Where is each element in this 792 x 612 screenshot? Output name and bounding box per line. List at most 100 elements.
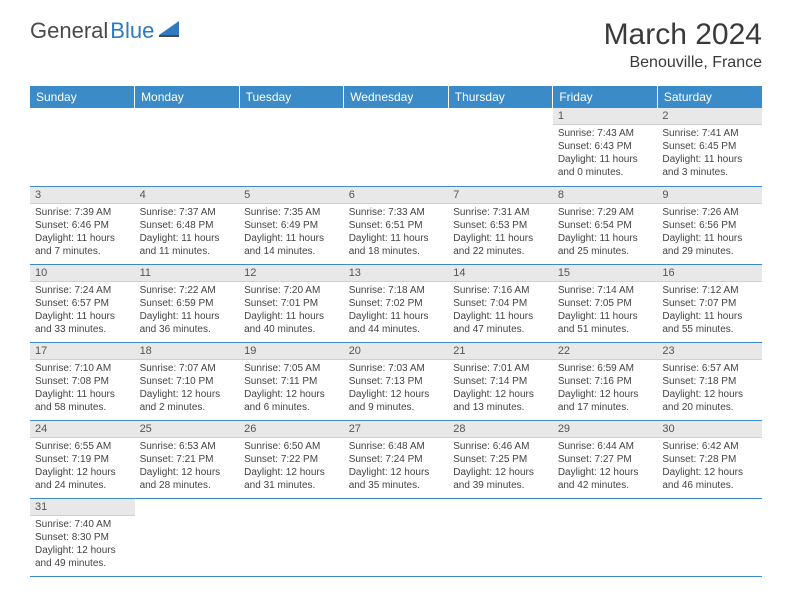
calendar-day-cell: 13Sunrise: 7:18 AMSunset: 7:02 PMDayligh… [344,264,449,342]
day-number: 13 [344,265,449,282]
daylight-text: and 40 minutes. [244,323,339,336]
sunrise-text: Sunrise: 7:01 AM [453,362,548,375]
daylight-text: Daylight: 11 hours [35,310,130,323]
sunset-text: Sunset: 7:14 PM [453,375,548,388]
daylight-text: Daylight: 11 hours [662,310,757,323]
calendar-day-cell [135,498,240,576]
day-details: Sunrise: 6:50 AMSunset: 7:22 PMDaylight:… [239,438,344,495]
calendar-day-cell: 19Sunrise: 7:05 AMSunset: 7:11 PMDayligh… [239,342,344,420]
day-number: 20 [344,343,449,360]
sunset-text: Sunset: 7:25 PM [453,453,548,466]
daylight-text: and 55 minutes. [662,323,757,336]
sunrise-text: Sunrise: 6:59 AM [558,362,653,375]
calendar-day-cell: 23Sunrise: 6:57 AMSunset: 7:18 PMDayligh… [657,342,762,420]
day-number: 18 [135,343,240,360]
sunrise-text: Sunrise: 7:22 AM [140,284,235,297]
daylight-text: Daylight: 12 hours [453,388,548,401]
day-details: Sunrise: 7:22 AMSunset: 6:59 PMDaylight:… [135,282,240,339]
calendar-day-cell [344,108,449,186]
day-details: Sunrise: 7:26 AMSunset: 6:56 PMDaylight:… [657,204,762,261]
sunrise-text: Sunrise: 7:29 AM [558,206,653,219]
sunrise-text: Sunrise: 6:50 AM [244,440,339,453]
calendar-day-cell: 16Sunrise: 7:12 AMSunset: 7:07 PMDayligh… [657,264,762,342]
sunrise-text: Sunrise: 7:03 AM [349,362,444,375]
sunset-text: Sunset: 7:08 PM [35,375,130,388]
daylight-text: and 17 minutes. [558,401,653,414]
calendar-day-cell: 1Sunrise: 7:43 AMSunset: 6:43 PMDaylight… [553,108,658,186]
sunrise-text: Sunrise: 6:48 AM [349,440,444,453]
daylight-text: and 31 minutes. [244,479,339,492]
calendar-day-cell [448,498,553,576]
calendar-day-cell: 5Sunrise: 7:35 AMSunset: 6:49 PMDaylight… [239,186,344,264]
calendar-day-cell: 9Sunrise: 7:26 AMSunset: 6:56 PMDaylight… [657,186,762,264]
day-number: 9 [657,187,762,204]
sunset-text: Sunset: 7:02 PM [349,297,444,310]
daylight-text: and 14 minutes. [244,245,339,258]
day-number: 25 [135,421,240,438]
calendar-week-row: 24Sunrise: 6:55 AMSunset: 7:19 PMDayligh… [30,420,762,498]
daylight-text: and 44 minutes. [349,323,444,336]
sunset-text: Sunset: 7:16 PM [558,375,653,388]
sunset-text: Sunset: 7:27 PM [558,453,653,466]
calendar-day-cell: 8Sunrise: 7:29 AMSunset: 6:54 PMDaylight… [553,186,658,264]
daylight-text: Daylight: 11 hours [349,310,444,323]
sunset-text: Sunset: 7:21 PM [140,453,235,466]
day-details: Sunrise: 7:14 AMSunset: 7:05 PMDaylight:… [553,282,658,339]
daylight-text: and 39 minutes. [453,479,548,492]
weekday-header: Thursday [448,86,553,108]
day-details: Sunrise: 7:33 AMSunset: 6:51 PMDaylight:… [344,204,449,261]
calendar-day-cell: 28Sunrise: 6:46 AMSunset: 7:25 PMDayligh… [448,420,553,498]
daylight-text: Daylight: 11 hours [558,310,653,323]
sunset-text: Sunset: 6:53 PM [453,219,548,232]
calendar-day-cell: 29Sunrise: 6:44 AMSunset: 7:27 PMDayligh… [553,420,658,498]
daylight-text: Daylight: 11 hours [35,388,130,401]
day-details: Sunrise: 7:31 AMSunset: 6:53 PMDaylight:… [448,204,553,261]
sunrise-text: Sunrise: 6:46 AM [453,440,548,453]
sunset-text: Sunset: 7:22 PM [244,453,339,466]
sunrise-text: Sunrise: 7:35 AM [244,206,339,219]
sunrise-text: Sunrise: 7:41 AM [662,127,757,140]
sunrise-text: Sunrise: 7:40 AM [35,518,130,531]
logo-flag-icon [159,21,183,39]
sunrise-text: Sunrise: 7:16 AM [453,284,548,297]
daylight-text: Daylight: 11 hours [662,232,757,245]
sunrise-text: Sunrise: 7:31 AM [453,206,548,219]
sunrise-text: Sunrise: 7:14 AM [558,284,653,297]
calendar-day-cell: 18Sunrise: 7:07 AMSunset: 7:10 PMDayligh… [135,342,240,420]
sunset-text: Sunset: 6:48 PM [140,219,235,232]
calendar-day-cell [657,498,762,576]
daylight-text: Daylight: 11 hours [453,310,548,323]
calendar-day-cell [30,108,135,186]
sunrise-text: Sunrise: 6:44 AM [558,440,653,453]
day-number: 4 [135,187,240,204]
sunset-text: Sunset: 6:43 PM [558,140,653,153]
day-number: 7 [448,187,553,204]
daylight-text: Daylight: 11 hours [35,232,130,245]
weekday-header: Saturday [657,86,762,108]
daylight-text: and 28 minutes. [140,479,235,492]
daylight-text: and 42 minutes. [558,479,653,492]
daylight-text: Daylight: 12 hours [140,388,235,401]
weekday-header: Wednesday [344,86,449,108]
daylight-text: Daylight: 12 hours [349,466,444,479]
day-details: Sunrise: 6:46 AMSunset: 7:25 PMDaylight:… [448,438,553,495]
calendar-day-cell: 6Sunrise: 7:33 AMSunset: 6:51 PMDaylight… [344,186,449,264]
sunrise-text: Sunrise: 6:53 AM [140,440,235,453]
day-number: 17 [30,343,135,360]
weekday-header: Friday [553,86,658,108]
calendar-day-cell: 30Sunrise: 6:42 AMSunset: 7:28 PMDayligh… [657,420,762,498]
day-number: 21 [448,343,553,360]
day-number: 1 [553,108,658,125]
calendar-day-cell: 11Sunrise: 7:22 AMSunset: 6:59 PMDayligh… [135,264,240,342]
day-details: Sunrise: 6:55 AMSunset: 7:19 PMDaylight:… [30,438,135,495]
day-details: Sunrise: 7:39 AMSunset: 6:46 PMDaylight:… [30,204,135,261]
day-details: Sunrise: 7:05 AMSunset: 7:11 PMDaylight:… [239,360,344,417]
logo: GeneralBlue [30,18,183,44]
sunset-text: Sunset: 6:51 PM [349,219,444,232]
sunset-text: Sunset: 7:05 PM [558,297,653,310]
sunset-text: Sunset: 7:10 PM [140,375,235,388]
daylight-text: Daylight: 12 hours [35,466,130,479]
daylight-text: and 18 minutes. [349,245,444,258]
daylight-text: and 3 minutes. [662,166,757,179]
calendar-day-cell: 25Sunrise: 6:53 AMSunset: 7:21 PMDayligh… [135,420,240,498]
